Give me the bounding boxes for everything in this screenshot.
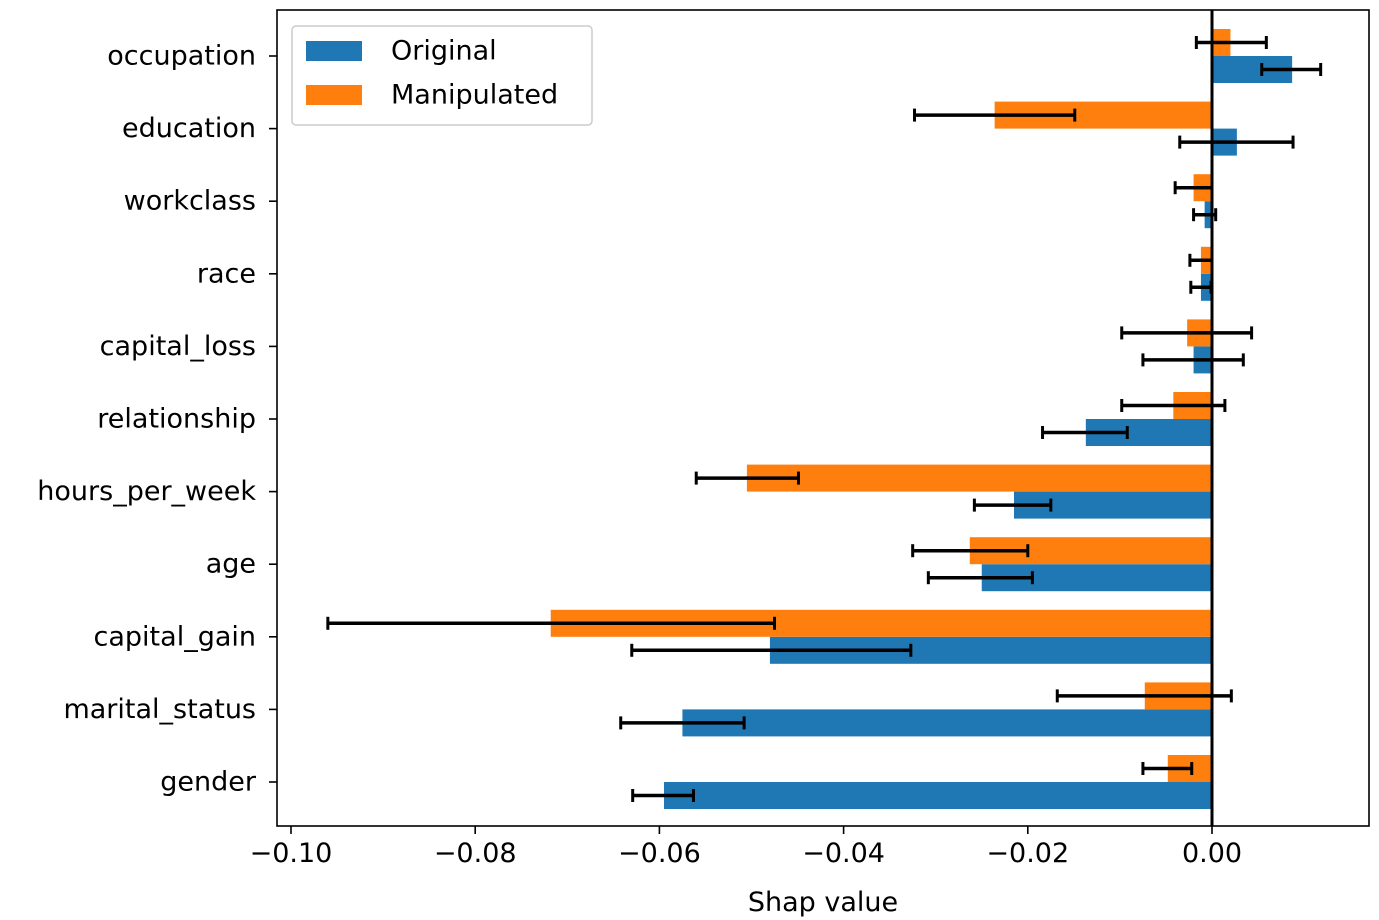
error-bar-manipulated-age bbox=[911, 544, 1030, 558]
error-bar-original-relationship bbox=[1041, 426, 1129, 439]
error-bar-original-age bbox=[926, 571, 1034, 585]
error-bar-original-capital_gain bbox=[630, 643, 913, 657]
x-tick-label: −0.02 bbox=[986, 838, 1069, 869]
error-bar-manipulated-capital_loss bbox=[1120, 326, 1254, 340]
error-bar-manipulated-occupation bbox=[1194, 36, 1268, 49]
legend-box bbox=[291, 25, 593, 126]
error-bar-manipulated-hours_per_week bbox=[694, 471, 800, 485]
y-tick-label: workclass bbox=[124, 186, 256, 217]
x-tick-label: −0.06 bbox=[618, 838, 701, 869]
error-bar-original-marital_status bbox=[619, 716, 746, 730]
y-tick-label: marital_status bbox=[63, 694, 256, 725]
bar-original-marital_status bbox=[682, 709, 1212, 737]
legend: Original Manipulated bbox=[291, 25, 593, 126]
y-axis: occupation education workclass race capital_… bbox=[37, 41, 277, 798]
legend-label-manipulated: Manipulated bbox=[391, 80, 558, 111]
error-bar-manipulated-capital_gain bbox=[326, 616, 777, 630]
error-bar-original-hours_per_week bbox=[972, 498, 1053, 512]
x-tick-label: −0.08 bbox=[434, 838, 517, 869]
y-tick-label: occupation bbox=[107, 41, 256, 72]
y-tick-label: capital_loss bbox=[100, 331, 256, 362]
y-tick-label: hours_per_week bbox=[37, 476, 256, 507]
y-tick-label: relationship bbox=[97, 404, 256, 435]
error-bar-manipulated-education bbox=[913, 108, 1077, 122]
y-tick-label: race bbox=[197, 258, 256, 289]
legend-swatch-manipulated bbox=[306, 85, 362, 105]
x-axis: −0.10 −0.08 −0.06 −0.04 −0.02 0.00 bbox=[250, 826, 1242, 869]
bar-original-gender bbox=[664, 782, 1212, 809]
legend-swatch-original bbox=[306, 41, 362, 61]
y-tick-label: education bbox=[122, 113, 256, 144]
legend-label-original: Original bbox=[391, 36, 497, 67]
y-tick-label: gender bbox=[160, 767, 257, 798]
error-bar-original-gender bbox=[631, 789, 695, 802]
error-bar-manipulated-relationship bbox=[1120, 399, 1227, 412]
y-tick-label: age bbox=[206, 549, 256, 580]
x-axis-title: Shap value bbox=[748, 887, 898, 918]
plot-frame bbox=[276, 9, 1370, 827]
x-tick-label: −0.10 bbox=[250, 838, 333, 869]
y-tick-label: capital_gain bbox=[94, 621, 256, 652]
bar-manipulated-hours_per_week bbox=[746, 464, 1212, 492]
x-tick-label: −0.04 bbox=[802, 838, 885, 869]
x-tick-label: 0.00 bbox=[1182, 838, 1242, 869]
error-bar-original-capital_loss bbox=[1141, 353, 1245, 367]
error-bar-original-occupation bbox=[1260, 63, 1323, 76]
error-bar-manipulated-gender bbox=[1141, 762, 1194, 775]
error-bar-manipulated-marital_status bbox=[1055, 689, 1233, 703]
error-bar-original-education bbox=[1178, 135, 1295, 149]
